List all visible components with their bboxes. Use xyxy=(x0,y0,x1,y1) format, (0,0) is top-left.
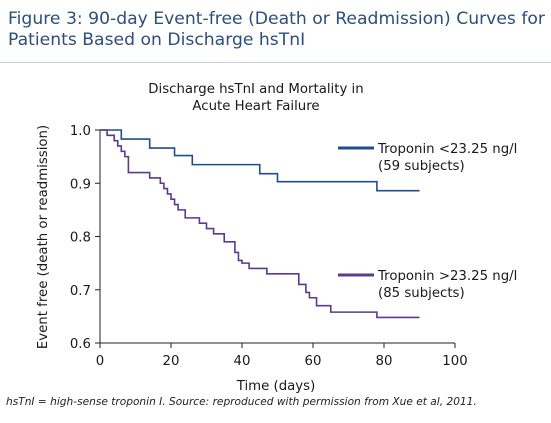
y-tick-label: 1.0 xyxy=(70,124,91,139)
figure-title: Figure 3: 90-day Event-free (Death or Re… xyxy=(8,9,545,50)
x-tick-label: 20 xyxy=(163,354,180,369)
legend-label-2: Troponin >23.25 ng/l xyxy=(377,269,517,284)
y-axis-label: Event free (death or readmission) xyxy=(36,125,51,349)
x-tick-label: 80 xyxy=(376,354,393,369)
figure-caption: hsTnI = high-sense troponin I. Source: r… xyxy=(6,396,477,408)
x-tick-label: 40 xyxy=(234,354,251,369)
legend-subjects-1: (59 subjects) xyxy=(378,159,465,174)
plot-area: 0 20 40 60 80 100 0.6 0.7 0.8 0.9 1.0 Troponin <23.… xyxy=(70,124,517,369)
x-axis-label: Time (days) xyxy=(236,379,316,394)
legend-subjects-2: (85 subjects) xyxy=(378,286,465,301)
kaplan-meier-chart: Discharge hsTnI and Mortality in Acute H… xyxy=(36,82,517,394)
y-tick-label: 0.7 xyxy=(70,284,91,299)
x-tick-label: 0 xyxy=(96,354,104,369)
series-line-1 xyxy=(100,129,420,192)
x-tick-label: 100 xyxy=(442,354,467,369)
chart-title-line-1: Discharge hsTnI and Mortality in xyxy=(148,82,363,97)
title-divider xyxy=(0,62,551,63)
y-tick-label: 0.8 xyxy=(70,231,91,246)
legend-label-1: Troponin <23.25 ng/l xyxy=(377,142,517,157)
chart-title-line-2: Acute Heart Failure xyxy=(192,99,319,114)
x-tick-label: 60 xyxy=(305,354,322,369)
y-tick-label: 0.6 xyxy=(70,337,91,352)
y-tick-label: 0.9 xyxy=(70,177,91,192)
series-line-2 xyxy=(100,129,420,319)
